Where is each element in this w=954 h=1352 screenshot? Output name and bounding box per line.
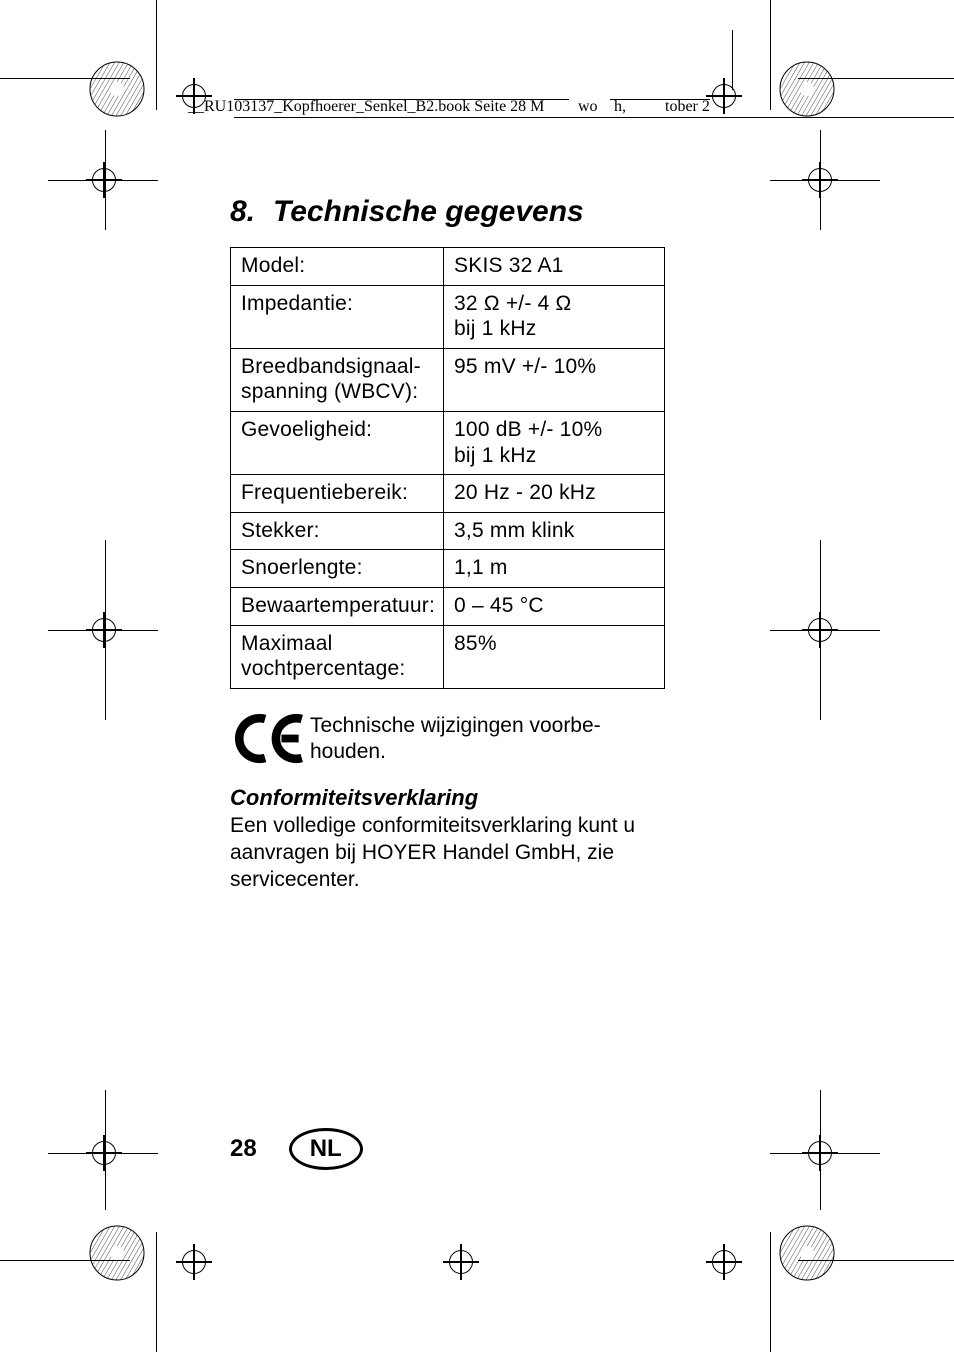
- ce-row: Technische wijzigingen voorbe-houden.: [230, 711, 670, 771]
- table-row: Snoerlengte:1,1 m: [231, 550, 665, 588]
- spec-value: 0 – 45 °C: [444, 588, 665, 626]
- rosette-icon: [88, 1224, 146, 1282]
- spec-value: 85%: [444, 625, 665, 688]
- book-header-filename: __RU103137_Kopfhoerer_Senkel_B2.book Sei…: [188, 98, 544, 116]
- language-badge: NL: [289, 1128, 363, 1170]
- page-footer: 28 NL: [230, 1128, 363, 1170]
- registration-mark-icon: [802, 612, 838, 648]
- spec-label: Frequentiebereik:: [231, 475, 444, 513]
- conformity-body: Een volledige conformiteitsverklaring ku…: [230, 813, 670, 894]
- spec-value: 100 dB +/- 10%bij 1 kHz: [444, 412, 665, 475]
- table-row: Stekker:3,5 mm klink: [231, 512, 665, 550]
- ce-mark-icon: [230, 711, 310, 771]
- registration-mark-icon: [706, 78, 742, 114]
- table-row: Bewaartemperatuur:0 – 45 °C: [231, 588, 665, 626]
- spec-value: 3,5 mm klink: [444, 512, 665, 550]
- table-row: Breedbandsignaal-spanning (WBCV):95 mV +…: [231, 348, 665, 411]
- registration-mark-icon: [86, 162, 122, 198]
- book-header-fragment: h,: [614, 98, 626, 116]
- spec-value: 32 Ω +/- 4 Ωbij 1 kHz: [444, 285, 665, 348]
- spec-label: Bewaartemperatuur:: [231, 588, 444, 626]
- book-header-fragment: wo: [578, 98, 598, 116]
- table-row: Maximaalvochtpercentage:85%: [231, 625, 665, 688]
- registration-mark-icon: [86, 612, 122, 648]
- spec-label: Model:: [231, 248, 444, 286]
- spec-label: Maximaalvochtpercentage:: [231, 625, 444, 688]
- spec-value: 20 Hz - 20 kHz: [444, 475, 665, 513]
- spec-value: 95 mV +/- 10%: [444, 348, 665, 411]
- rosette-icon: [778, 1224, 836, 1282]
- spec-label: Breedbandsignaal-spanning (WBCV):: [231, 348, 444, 411]
- rosette-icon: [778, 60, 836, 118]
- table-row: Model:SKIS 32 A1: [231, 248, 665, 286]
- registration-mark-icon: [86, 1135, 122, 1171]
- page-content: 8. Technische gegevens Model:SKIS 32 A1Im…: [230, 195, 670, 894]
- table-row: Gevoeligheid:100 dB +/- 10%bij 1 kHz: [231, 412, 665, 475]
- spec-value: 1,1 m: [444, 550, 665, 588]
- registration-mark-icon: [706, 1244, 742, 1280]
- spec-table: Model:SKIS 32 A1Impedantie:32 Ω +/- 4 Ωb…: [230, 247, 665, 689]
- section-title: Technische gegevens: [273, 195, 584, 228]
- spec-label: Snoerlengte:: [231, 550, 444, 588]
- registration-mark-icon: [443, 1244, 479, 1280]
- spec-label: Gevoeligheid:: [231, 412, 444, 475]
- registration-mark-icon: [802, 1135, 838, 1171]
- book-header-fragment: tober 2: [665, 98, 710, 116]
- spec-value: SKIS 32 A1: [444, 248, 665, 286]
- registration-mark-icon: [802, 162, 838, 198]
- rosette-icon: [88, 60, 146, 118]
- spec-label: Stekker:: [231, 512, 444, 550]
- conformity-heading: Conformiteitsverklaring: [230, 785, 670, 811]
- registration-mark-icon: [176, 1244, 212, 1280]
- section-number: 8.: [230, 195, 255, 228]
- section-heading: 8. Technische gegevens: [230, 195, 670, 229]
- spec-label: Impedantie:: [231, 285, 444, 348]
- ce-note-text: Technische wijzigingen voorbe-houden.: [310, 711, 601, 766]
- table-row: Impedantie:32 Ω +/- 4 Ωbij 1 kHz: [231, 285, 665, 348]
- page-number: 28: [230, 1135, 257, 1163]
- table-row: Frequentiebereik:20 Hz - 20 kHz: [231, 475, 665, 513]
